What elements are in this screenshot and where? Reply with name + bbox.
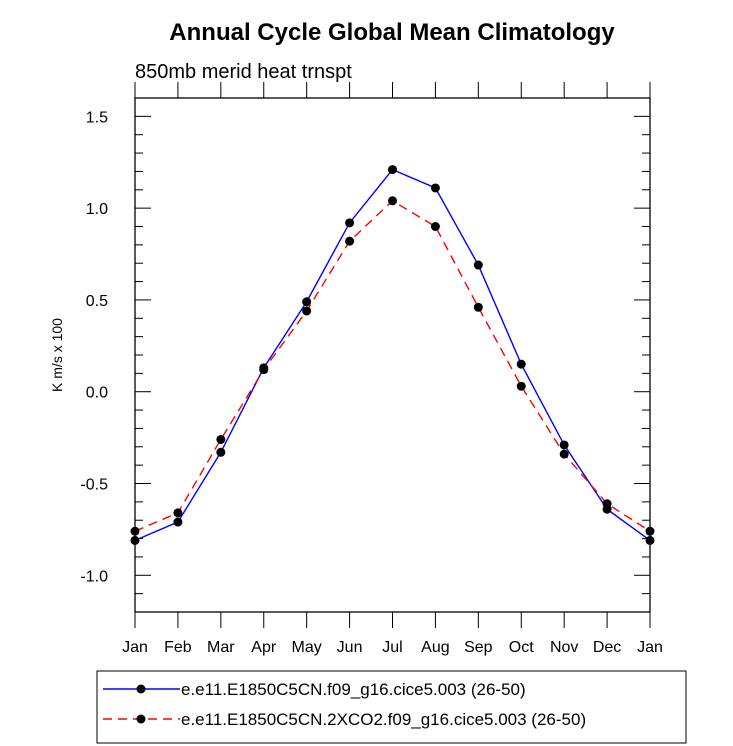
series-layer bbox=[130, 165, 655, 545]
series-point bbox=[430, 183, 440, 193]
legend-marker bbox=[136, 714, 146, 724]
series-point bbox=[345, 236, 355, 246]
series-point bbox=[430, 222, 440, 231]
chart-title: Annual Cycle Global Mean Climatology bbox=[169, 19, 615, 46]
series-line bbox=[134, 168, 651, 542]
series-point bbox=[216, 434, 226, 444]
y-tick-label: -1.0 bbox=[80, 568, 108, 585]
series-2 bbox=[130, 196, 655, 536]
series-point bbox=[388, 196, 397, 206]
y-tick-label: 0.5 bbox=[86, 293, 108, 310]
x-tick-label: Jan bbox=[122, 639, 148, 656]
legend-box bbox=[96, 670, 687, 744]
x-tick-label: Apr bbox=[251, 639, 277, 656]
x-tick-label: Dec bbox=[593, 639, 621, 656]
series-point bbox=[473, 302, 483, 312]
chart-subtitle: 850mb merid heat trnspt bbox=[135, 61, 352, 83]
legend-label: e.e11.E1850C5CN.2XCO2.f09_g16.cice5.003 … bbox=[181, 710, 586, 729]
series-point bbox=[388, 165, 397, 175]
series-point bbox=[259, 365, 269, 375]
series-point bbox=[473, 260, 483, 270]
legend-entry-2: e.e11.E1850C5CN.2XCO2.f09_g16.cice5.003 … bbox=[103, 710, 586, 729]
x-tick-label: Sep bbox=[464, 639, 493, 656]
series-point bbox=[516, 381, 526, 391]
legend-label: e.e11.E1850C5CN.f09_g16.cice5.003 (26-50… bbox=[181, 680, 526, 699]
series-line bbox=[134, 199, 651, 532]
x-tick-label: Jan bbox=[637, 639, 663, 656]
legend-marker bbox=[136, 684, 146, 694]
axis-tick-labels: -1.0 -0.5 0.0 0.5 1.0 1.5 Jan Feb Mar Apr May Jun Ju… bbox=[80, 109, 662, 656]
legend-entry-1: e.e11.E1850C5CN.f09_g16.cice5.003 (26-50… bbox=[103, 680, 526, 699]
series-point bbox=[216, 447, 226, 457]
series-point bbox=[559, 449, 569, 459]
axis-ticks bbox=[134, 82, 651, 628]
y-tick-label: 1.0 bbox=[86, 201, 108, 218]
x-tick-label: Mar bbox=[207, 639, 235, 656]
x-tick-label: Nov bbox=[550, 639, 578, 656]
series-point bbox=[302, 297, 312, 307]
y-axis-label: K m/s x 100 bbox=[49, 318, 65, 392]
series-point bbox=[559, 440, 569, 450]
series-1 bbox=[130, 165, 655, 545]
plot-frame bbox=[134, 97, 651, 613]
series-point bbox=[173, 517, 183, 527]
x-tick-label: Oct bbox=[509, 639, 534, 656]
y-tick-label: 1.5 bbox=[86, 109, 108, 126]
x-tick-label: Aug bbox=[421, 639, 449, 656]
series-point bbox=[602, 499, 612, 509]
x-tick-label: Feb bbox=[164, 639, 192, 656]
legend: e.e11.E1850C5CN.f09_g16.cice5.003 (26-50… bbox=[96, 670, 687, 744]
x-tick-label: Jul bbox=[382, 639, 402, 656]
series-point bbox=[302, 306, 312, 316]
series-point bbox=[516, 359, 526, 369]
y-tick-label: 0.0 bbox=[86, 385, 108, 402]
x-tick-label: Jun bbox=[337, 639, 363, 656]
series-point bbox=[173, 508, 183, 518]
x-tick-label: May bbox=[292, 639, 322, 656]
y-tick-label: -0.5 bbox=[80, 477, 108, 494]
series-point bbox=[345, 218, 355, 228]
